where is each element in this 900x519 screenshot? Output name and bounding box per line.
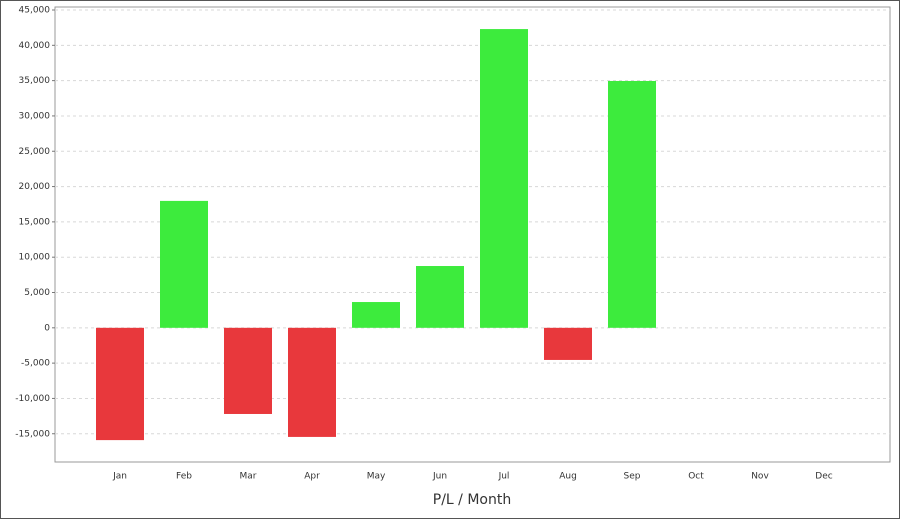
- bar: [352, 302, 400, 328]
- bar: [160, 200, 208, 328]
- x-tick-label: Jul: [498, 472, 510, 482]
- bar: [288, 327, 336, 437]
- x-tick-label: Jan: [112, 472, 127, 482]
- x-tick-label: Sep: [624, 472, 641, 482]
- x-tick-label: Dec: [815, 472, 832, 482]
- x-tick-label: Mar: [240, 472, 257, 482]
- y-tick-label: 10,000: [19, 253, 51, 263]
- bar: [96, 327, 144, 441]
- x-tick-label: Aug: [559, 472, 577, 482]
- x-tick-label: Jun: [432, 472, 447, 482]
- y-tick-label: 5,000: [24, 288, 50, 298]
- plot-area: [54, 6, 891, 463]
- y-tick-label: 40,000: [19, 41, 51, 51]
- x-tick-label: May: [367, 472, 386, 482]
- x-tick-label: Apr: [304, 472, 320, 482]
- bar: [416, 266, 464, 328]
- y-tick-label: -15,000: [15, 429, 50, 439]
- y-tick-label: -10,000: [15, 394, 50, 404]
- bar: [224, 327, 272, 414]
- x-tick-label: Oct: [688, 472, 704, 482]
- y-tick-label: 25,000: [19, 147, 51, 157]
- bar: [608, 80, 656, 328]
- x-axis-label: P/L / Month: [433, 492, 511, 508]
- x-tick-label: Nov: [751, 472, 769, 482]
- x-tick-label: Feb: [176, 472, 192, 482]
- y-tick-label: 45,000: [19, 6, 51, 16]
- y-tick-label: 35,000: [19, 76, 51, 86]
- y-tick-label: 30,000: [19, 111, 51, 121]
- y-tick-label: 15,000: [19, 217, 51, 227]
- y-tick-label: 20,000: [19, 182, 51, 192]
- bar: [544, 327, 592, 360]
- bar: [480, 29, 528, 328]
- y-tick-label: -5,000: [21, 359, 50, 369]
- y-tick-label: 0: [44, 323, 50, 333]
